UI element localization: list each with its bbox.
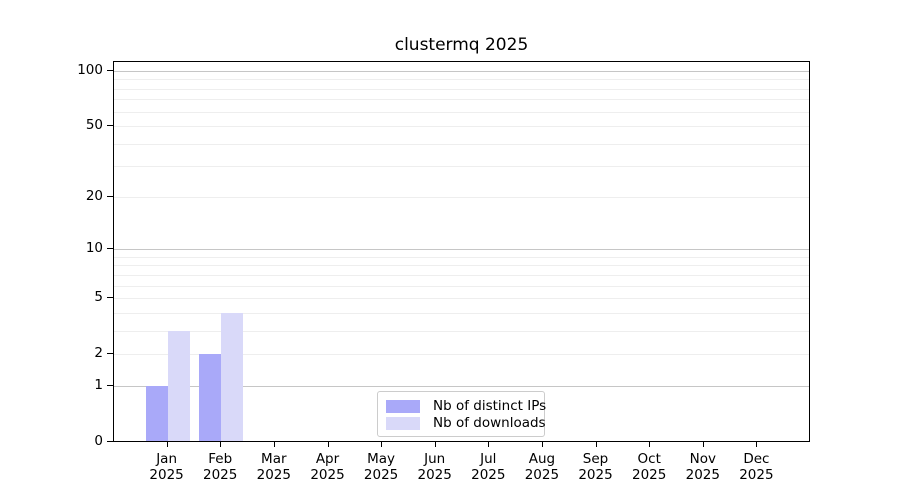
minor-gridline	[114, 265, 809, 267]
x-tick-month: Aug	[528, 451, 556, 467]
x-tick-mark	[595, 442, 597, 447]
x-tick-year: 2025	[256, 467, 291, 483]
minor-gridline	[114, 143, 809, 145]
plot-area: Nb of distinct IPs Nb of downloads	[113, 61, 810, 442]
x-tick-label: Feb 2025	[188, 451, 252, 483]
bar	[221, 312, 244, 441]
x-tick-month: Dec	[743, 451, 770, 467]
x-tick-label: Oct 2025	[617, 451, 681, 483]
x-tick-mark	[649, 442, 651, 447]
minor-gridline	[114, 298, 809, 299]
major-gridline	[114, 71, 809, 72]
x-tick-year: 2025	[739, 467, 774, 483]
x-tick-year: 2025	[417, 467, 452, 483]
y-tick-label: 5	[94, 289, 103, 305]
x-tick-month: May	[367, 451, 396, 467]
chart-title: clustermq 2025	[394, 35, 529, 55]
minor-gridline	[114, 111, 809, 113]
y-tick-mark	[107, 352, 113, 354]
x-tick-year: 2025	[471, 467, 506, 483]
legend-swatch-distinct-ips	[386, 399, 420, 413]
bar	[167, 330, 190, 441]
minor-gridline	[114, 165, 809, 167]
minor-gridline	[114, 312, 809, 314]
x-tick-mark	[327, 442, 329, 447]
x-tick-month: Jul	[480, 451, 497, 467]
x-tick-mark	[381, 442, 383, 447]
x-tick-year: 2025	[149, 467, 184, 483]
x-tick-year: 2025	[203, 467, 238, 483]
x-tick-year: 2025	[685, 467, 720, 483]
x-tick-label: Sep 2025	[564, 451, 628, 483]
x-tick-mark	[702, 442, 704, 447]
minor-gridline	[114, 125, 809, 127]
y-tick-label: 0	[94, 433, 103, 449]
x-tick-label: May 2025	[349, 451, 413, 483]
minor-gridline	[114, 79, 809, 81]
legend-swatch-downloads	[386, 416, 420, 430]
x-tick-month: Mar	[261, 451, 287, 467]
x-tick-year: 2025	[363, 467, 399, 483]
x-tick-label: Apr 2025	[296, 451, 360, 483]
x-tick-month: Feb	[208, 451, 233, 467]
minor-gridline	[114, 99, 809, 101]
minor-gridline	[114, 256, 809, 258]
legend-entry-distinct-ips: Nb of distinct IPs	[386, 398, 546, 414]
x-tick-year: 2025	[632, 467, 667, 483]
legend: Nb of distinct IPs Nb of downloads	[377, 391, 546, 437]
x-tick-mark	[434, 442, 436, 447]
minor-gridline	[114, 353, 809, 355]
x-tick-mark	[273, 442, 275, 447]
x-tick-label: Mar 2025	[242, 451, 306, 483]
minor-gridline	[114, 88, 809, 90]
y-tick-label: 100	[77, 62, 103, 78]
x-tick-label: Dec 2025	[724, 451, 788, 483]
y-tick-mark	[107, 441, 113, 442]
y-tick-mark	[107, 385, 113, 387]
y-tick-mark	[107, 124, 113, 126]
minor-gridline	[114, 330, 809, 332]
x-tick-label: Nov 2025	[671, 451, 735, 483]
x-tick-mark	[756, 442, 758, 447]
y-tick-mark	[107, 70, 113, 71]
major-gridline	[114, 386, 809, 388]
plot-canvas	[114, 62, 809, 441]
y-tick-label: 50	[85, 116, 103, 133]
x-tick-label: Jun 2025	[403, 451, 467, 483]
y-tick-mark	[107, 248, 113, 250]
x-tick-mark	[488, 442, 490, 447]
y-tick-mark	[107, 196, 113, 198]
legend-label-downloads: Nb of downloads	[433, 415, 546, 431]
x-tick-year: 2025	[524, 467, 560, 483]
minor-gridline	[114, 285, 809, 287]
minor-gridline	[114, 274, 809, 276]
y-tick-label: 1	[94, 377, 103, 394]
minor-gridline	[114, 197, 809, 199]
x-tick-mark	[541, 442, 543, 447]
x-tick-label: Jan 2025	[135, 451, 199, 483]
x-tick-month: Oct	[637, 451, 661, 467]
bar	[145, 386, 168, 441]
x-tick-month: Nov	[689, 451, 716, 467]
x-tick-month: Apr	[315, 451, 340, 467]
x-tick-month: Sep	[582, 451, 609, 467]
bar	[199, 353, 222, 441]
legend-entry-downloads: Nb of downloads	[386, 415, 546, 431]
x-tick-mark	[166, 442, 168, 447]
x-tick-month: Jun	[424, 451, 446, 467]
y-tick-label: 10	[85, 240, 103, 257]
major-gridline	[114, 249, 809, 251]
y-tick-label: 20	[85, 188, 103, 205]
x-tick-year: 2025	[310, 467, 345, 483]
x-tick-year: 2025	[578, 467, 613, 483]
x-tick-mark	[220, 442, 222, 447]
y-tick-mark	[107, 297, 113, 298]
y-tick-label: 2	[94, 344, 103, 361]
x-tick-label: Aug 2025	[510, 451, 574, 483]
x-tick-month: Jan	[156, 451, 177, 467]
legend-label-distinct-ips: Nb of distinct IPs	[433, 398, 547, 414]
x-tick-label: Jul 2025	[456, 451, 520, 483]
